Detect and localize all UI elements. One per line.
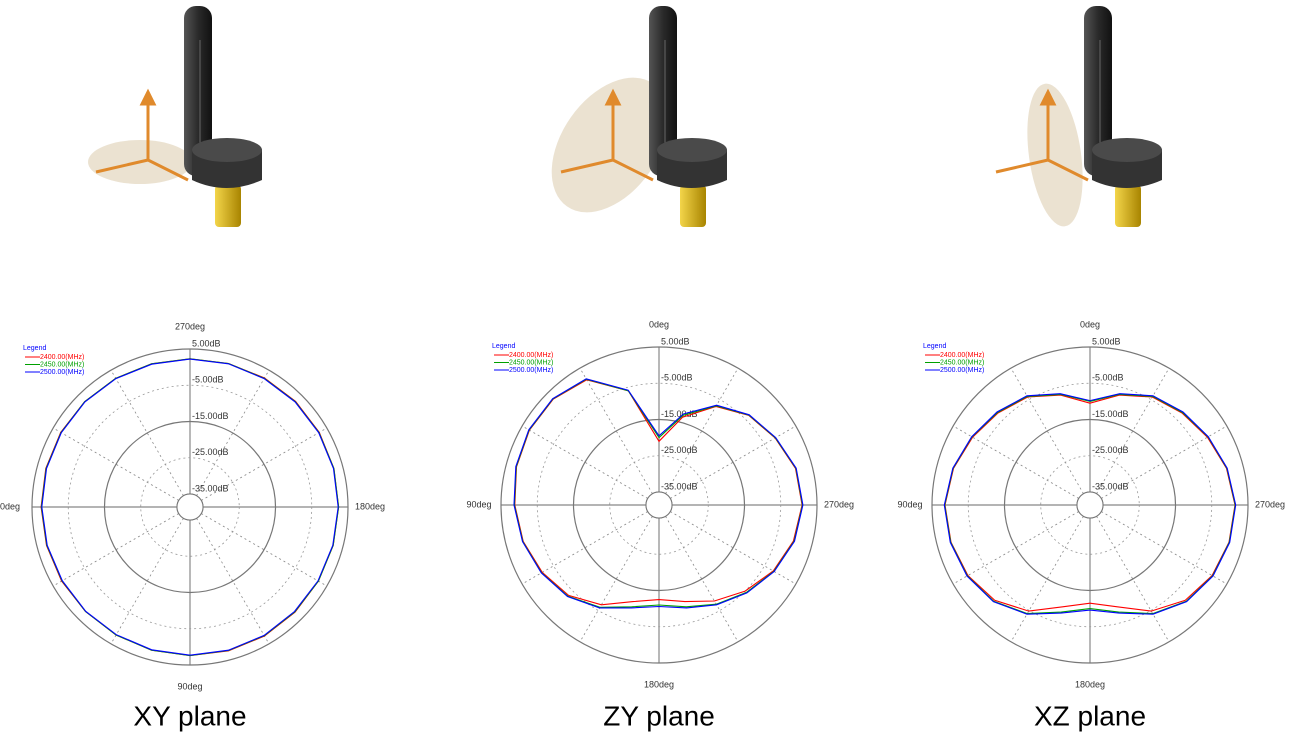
r-tick-label: -5.00dB	[661, 373, 693, 383]
zy-illustration	[528, 6, 727, 234]
theta-tick-label: 0deg	[649, 319, 669, 329]
r-tick-label: -5.00dB	[1092, 373, 1124, 383]
legend-label: 2500.00(MHz)	[940, 367, 984, 374]
r-tick-label: 5.00dB	[192, 338, 221, 348]
theta-tick-label: 270deg	[175, 321, 205, 331]
theta-tick-label: 90deg	[897, 499, 922, 509]
theta-tick-label: 0deg	[0, 501, 20, 511]
inner-hole	[1077, 492, 1103, 518]
caption: ZY plane	[603, 700, 715, 731]
legend-label: 2400.00(MHz)	[40, 354, 84, 361]
theta-tick-label: 180deg	[644, 679, 674, 689]
legend-label: 2450.00(MHz)	[940, 359, 984, 366]
legend-label: 2400.00(MHz)	[509, 352, 553, 359]
theta-tick-label: 180deg	[1075, 679, 1105, 689]
polar-chart: 5.00dB -5.00dB -15.00dB -25.00dB -35.00dB 0de…	[897, 319, 1285, 731]
r-tick-label: -35.00dB	[192, 483, 229, 493]
r-tick-label: -25.00dB	[661, 445, 698, 455]
theta-tick-label: 270deg	[824, 499, 854, 509]
inner-hole	[646, 492, 672, 518]
theta-tick-label: 270deg	[1255, 499, 1285, 509]
inner-hole	[177, 494, 203, 520]
r-tick-label: -5.00dB	[192, 375, 224, 385]
legend-label: 2500.00(MHz)	[40, 369, 84, 376]
r-tick-label: 5.00dB	[1092, 336, 1121, 346]
r-tick-label: -15.00dB	[192, 411, 229, 421]
r-tick-label: -15.00dB	[1092, 409, 1129, 419]
caption: XY plane	[133, 700, 246, 731]
legend-label: 2450.00(MHz)	[40, 361, 84, 368]
theta-tick-label: 90deg	[177, 681, 202, 691]
polar-chart: 5.00dB-5.00dB-15.00dB-25.00dB-35.00dB0de…	[466, 319, 854, 731]
page: 5.00dB -5.00dB -15.00dB -25.00dB -35.00dB 0de…	[0, 0, 1293, 738]
r-tick-label: -25.00dB	[1092, 445, 1129, 455]
legend-title: Legend	[492, 343, 515, 350]
theta-tick-label: 0deg	[1080, 319, 1100, 329]
theta-tick-label: 90deg	[466, 499, 491, 509]
r-tick-label: 5.00dB	[661, 336, 690, 346]
xy-illustration	[88, 6, 262, 227]
legend-title: Legend	[23, 345, 46, 352]
r-tick-label: -35.00dB	[1092, 481, 1129, 491]
legend-label: 2500.00(MHz)	[509, 367, 553, 374]
legend-label: 2400.00(MHz)	[940, 352, 984, 359]
legend-title: Legend	[923, 343, 946, 350]
xz-illustration	[996, 6, 1162, 230]
r-tick-label: -25.00dB	[192, 447, 229, 457]
r-tick-label: -35.00dB	[661, 481, 698, 491]
legend-label: 2450.00(MHz)	[509, 359, 553, 366]
polar-chart: 5.00dB -5.00dB -15.00dB -25.00dB -35.00dB 0de…	[0, 321, 385, 731]
caption: XZ plane	[1034, 700, 1146, 731]
theta-tick-label: 180deg	[355, 501, 385, 511]
